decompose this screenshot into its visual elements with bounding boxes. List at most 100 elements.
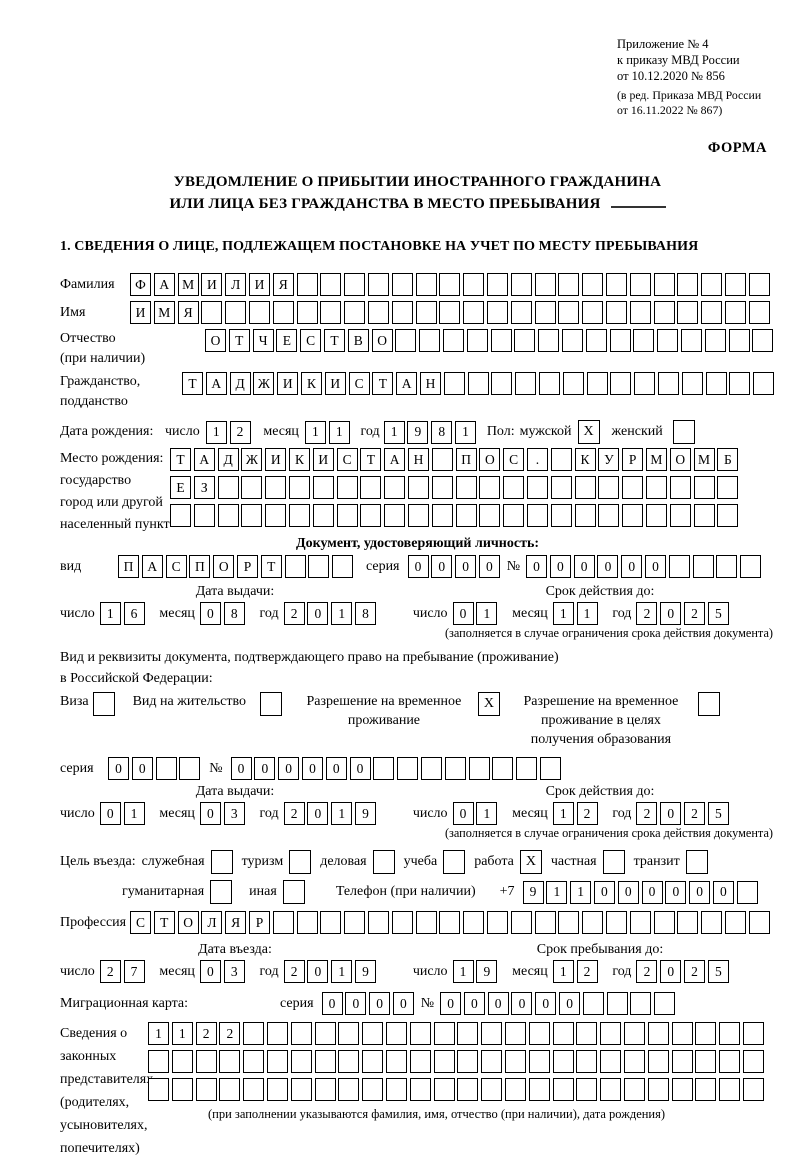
char-cell[interactable]: 0 (660, 960, 682, 983)
char-cell[interactable] (195, 1050, 217, 1073)
sex-male-checkbox[interactable]: X (577, 420, 600, 444)
char-cell[interactable] (407, 504, 429, 527)
char-cell[interactable] (600, 1022, 622, 1045)
char-cell[interactable]: 1 (570, 880, 592, 904)
char-cell[interactable]: Р (248, 911, 270, 934)
char-cell[interactable] (486, 273, 508, 296)
char-cell[interactable] (360, 476, 382, 499)
char-cell[interactable]: А (153, 273, 175, 296)
char-cell[interactable] (385, 1050, 407, 1073)
char-cell[interactable] (586, 372, 608, 395)
char-cell[interactable] (486, 301, 508, 324)
char-cell[interactable] (582, 911, 604, 934)
purpose-other-checkbox[interactable] (282, 880, 305, 904)
char-cell[interactable]: 2 (684, 602, 706, 625)
char-cell[interactable]: 0 (131, 757, 153, 780)
char-cell[interactable]: 1 (328, 420, 350, 444)
char-cell[interactable] (668, 555, 690, 578)
char-cell[interactable] (463, 273, 485, 296)
char-cell[interactable] (622, 476, 644, 499)
char-cell[interactable] (504, 1022, 526, 1045)
char-cell[interactable] (360, 504, 382, 527)
char-cell[interactable]: 9 (355, 960, 377, 983)
char-cell[interactable] (717, 476, 739, 499)
char-cell[interactable]: М (645, 448, 667, 471)
char-cell[interactable]: Т (372, 372, 394, 395)
char-cell[interactable]: Р (622, 448, 644, 471)
char-cell[interactable] (243, 1022, 265, 1045)
char-cell[interactable]: 0 (597, 555, 619, 578)
char-cell[interactable] (439, 273, 461, 296)
char-cell[interactable]: 6 (123, 602, 145, 625)
char-cell[interactable] (504, 1050, 526, 1073)
char-cell[interactable] (442, 329, 464, 352)
char-cell[interactable] (526, 504, 548, 527)
char-cell[interactable] (455, 476, 477, 499)
char-cell[interactable]: 1 (99, 602, 121, 625)
char-cell[interactable]: П (455, 448, 477, 471)
char-cell[interactable] (503, 504, 525, 527)
char-cell[interactable]: Я (177, 301, 199, 324)
char-cell[interactable] (704, 329, 726, 352)
char-cell[interactable]: 0 (660, 602, 682, 625)
char-cell[interactable] (719, 1022, 741, 1045)
education-permit-checkbox[interactable] (697, 692, 720, 716)
char-cell[interactable]: 8 (431, 420, 453, 444)
char-cell[interactable] (195, 1078, 217, 1101)
char-cell[interactable]: 2 (684, 960, 706, 983)
char-cell[interactable] (290, 1022, 312, 1045)
char-cell[interactable] (391, 273, 413, 296)
char-cell[interactable]: Ч (252, 329, 274, 352)
char-cell[interactable]: 0 (617, 880, 639, 904)
char-cell[interactable]: 0 (230, 757, 252, 780)
char-cell[interactable] (598, 504, 620, 527)
purpose-humanitarian-checkbox[interactable] (210, 880, 233, 904)
char-cell[interactable] (296, 301, 318, 324)
char-cell[interactable] (384, 504, 406, 527)
char-cell[interactable]: 1 (304, 420, 326, 444)
char-cell[interactable] (219, 1078, 241, 1101)
char-cell[interactable] (623, 1022, 645, 1045)
char-cell[interactable] (171, 1050, 193, 1073)
char-cell[interactable] (574, 476, 596, 499)
char-cell[interactable] (296, 911, 318, 934)
char-cell[interactable] (439, 301, 461, 324)
char-cell[interactable]: 0 (573, 555, 595, 578)
char-cell[interactable] (693, 504, 715, 527)
char-cell[interactable] (320, 273, 342, 296)
char-cell[interactable] (419, 329, 441, 352)
char-cell[interactable]: 2 (636, 960, 658, 983)
char-cell[interactable]: 0 (665, 880, 687, 904)
char-cell[interactable] (491, 372, 513, 395)
char-cell[interactable]: Р (236, 555, 258, 578)
char-cell[interactable] (634, 372, 656, 395)
char-cell[interactable] (320, 911, 342, 934)
char-cell[interactable] (605, 301, 627, 324)
char-cell[interactable]: 0 (307, 802, 329, 825)
char-cell[interactable] (266, 1078, 288, 1101)
char-cell[interactable] (415, 273, 437, 296)
char-cell[interactable] (562, 372, 584, 395)
char-cell[interactable] (362, 1050, 384, 1073)
char-cell[interactable]: 0 (254, 757, 276, 780)
char-cell[interactable] (719, 1050, 741, 1073)
char-cell[interactable]: 1 (171, 1022, 193, 1045)
char-cell[interactable] (503, 476, 525, 499)
char-cell[interactable] (481, 1022, 503, 1045)
char-cell[interactable]: У (598, 448, 620, 471)
char-cell[interactable]: С (336, 448, 358, 471)
char-cell[interactable] (742, 1050, 764, 1073)
char-cell[interactable]: О (177, 911, 199, 934)
char-cell[interactable]: 0 (325, 757, 347, 780)
char-cell[interactable] (623, 1078, 645, 1101)
char-cell[interactable]: К (574, 448, 596, 471)
temporary-permit-checkbox[interactable]: X (477, 692, 500, 716)
char-cell[interactable] (385, 1078, 407, 1101)
purpose-official-checkbox[interactable] (210, 850, 233, 874)
char-cell[interactable] (266, 1022, 288, 1045)
char-cell[interactable] (466, 329, 488, 352)
char-cell[interactable] (605, 911, 627, 934)
char-cell[interactable] (170, 504, 191, 527)
char-cell[interactable] (724, 273, 746, 296)
char-cell[interactable]: Я (272, 273, 294, 296)
